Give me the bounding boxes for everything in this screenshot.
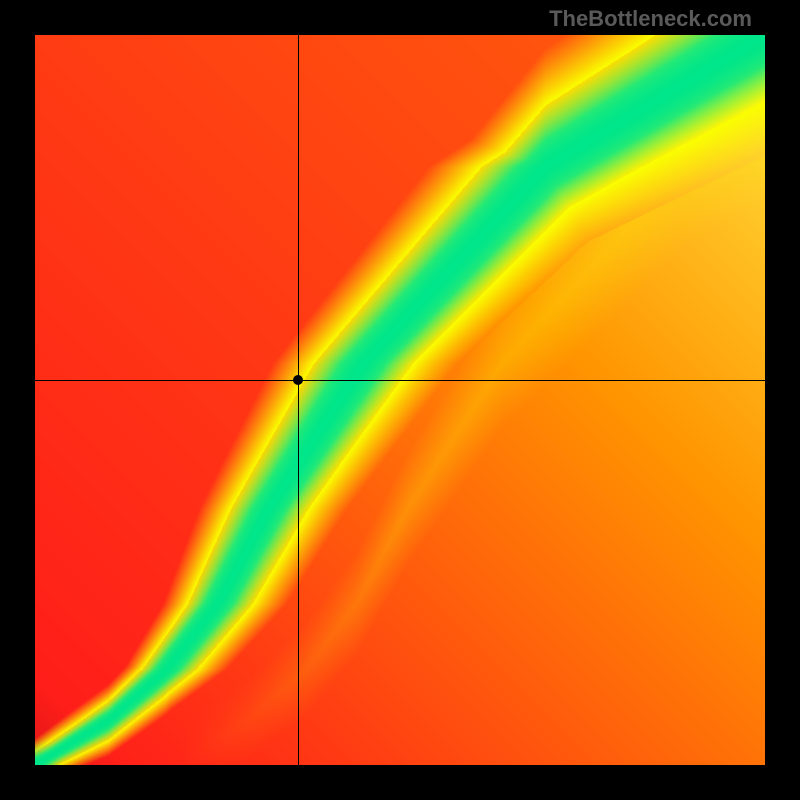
crosshair-vertical	[298, 35, 299, 765]
heatmap-canvas	[35, 35, 765, 765]
heatmap-plot-area	[35, 35, 765, 765]
watermark-text: TheBottleneck.com	[549, 6, 752, 32]
selection-marker-dot	[293, 375, 303, 385]
crosshair-horizontal	[35, 380, 765, 381]
